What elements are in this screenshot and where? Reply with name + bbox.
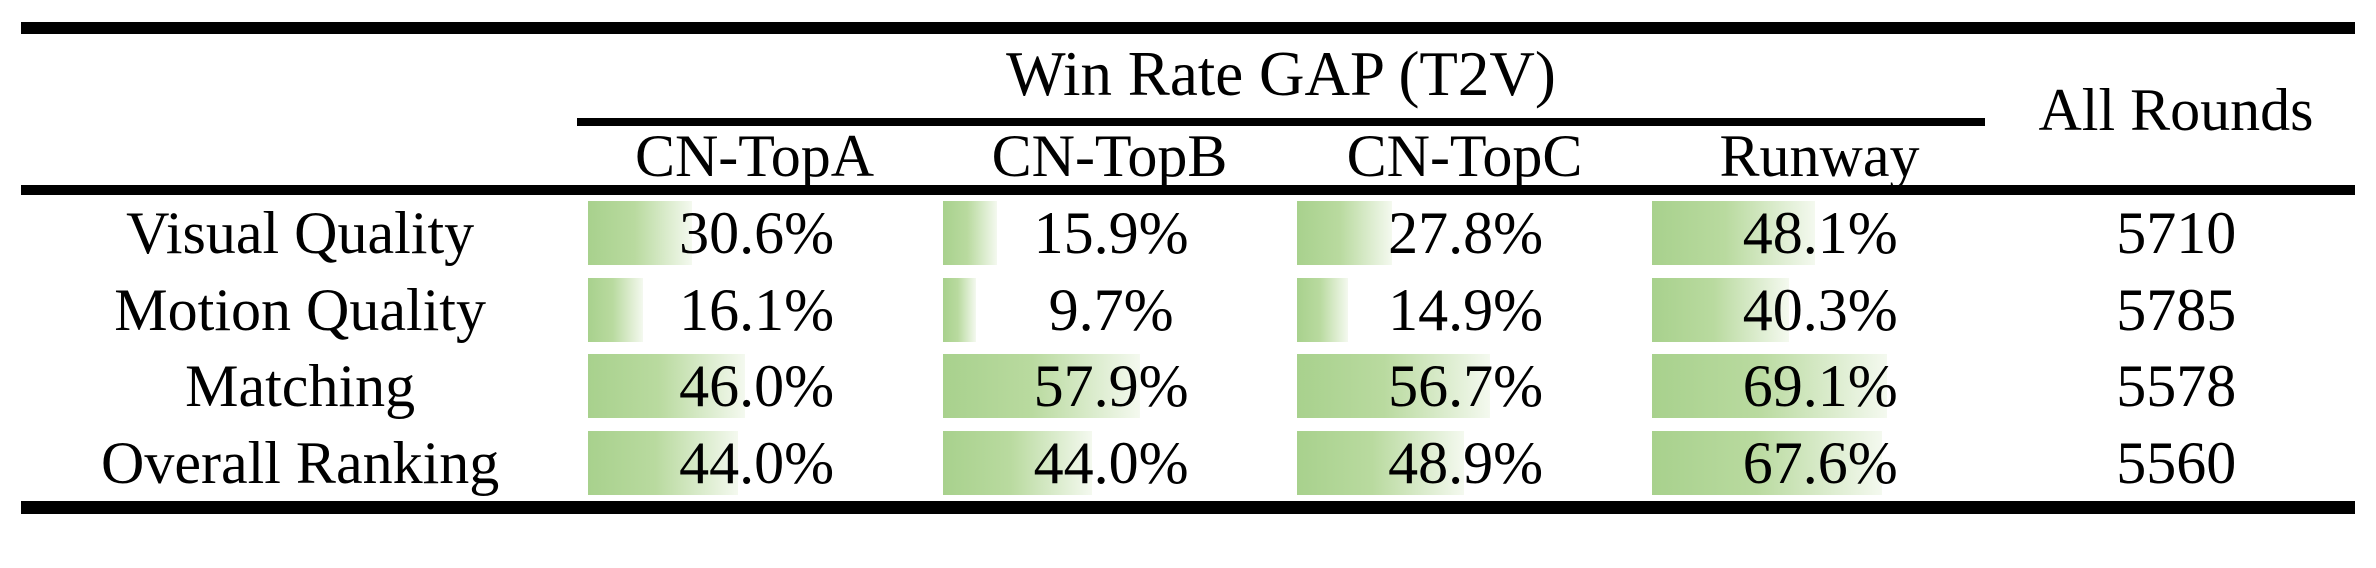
table-row: Motion Quality 16.1% 9.7% 14.9% 40.3% 57… — [21, 272, 2355, 349]
win-rate-cell: 46.0% — [579, 348, 934, 425]
column-header-cn-topa: CN-TopA — [634, 122, 875, 189]
table-header: Win Rate GAP (T2V) CN-TopA CN-TopB CN-TopC… — [21, 34, 2355, 189]
win-rate-cell: 56.7% — [1288, 348, 1643, 425]
table-top-rule — [21, 22, 2355, 34]
win-rate-cell: 40.3% — [1643, 272, 1998, 349]
win-rate-value: 48.9% — [1388, 429, 1544, 496]
win-rate-cell: 48.9% — [1288, 425, 1643, 502]
win-rate-value: 46.0% — [679, 353, 835, 420]
win-rate-value: 16.1% — [679, 276, 835, 343]
all-rounds-value: 5578 — [2116, 353, 2237, 420]
win-rate-value: 27.8% — [1388, 200, 1544, 267]
win-rate-cell: 14.9% — [1288, 272, 1643, 349]
win-rate-value: 14.9% — [1388, 276, 1544, 343]
header-body-divider-rule — [21, 185, 2355, 195]
win-rate-data-bar — [1651, 354, 1887, 419]
win-rate-value: 44.0% — [679, 429, 835, 496]
column-header-cn-topb: CN-TopB — [991, 122, 1228, 189]
win-rate-data-bar — [1651, 277, 1789, 342]
win-rate-value: 30.6% — [679, 200, 835, 267]
all-rounds-value: 5560 — [2116, 429, 2237, 496]
win-rate-data-bar — [1297, 277, 1349, 342]
table-row: Matching 46.0% 57.9% 56.7% 69.1% 5578 — [21, 348, 2355, 425]
column-header-row: CN-TopA CN-TopB CN-TopC Runway — [577, 122, 1997, 189]
table-title: Win Rate GAP (T2V) — [1006, 38, 1556, 109]
group-header-underline — [577, 118, 1985, 126]
column-header-cn-topc: CN-TopC — [1346, 122, 1583, 189]
win-rate-value: 48.1% — [1742, 200, 1898, 267]
win-rate-data-bar — [1297, 354, 1491, 419]
win-rate-value: 9.7% — [1048, 276, 1174, 343]
win-rate-value: 57.9% — [1033, 353, 1189, 420]
win-rate-cell: 57.9% — [934, 348, 1289, 425]
win-rate-data-bar — [1297, 201, 1392, 266]
win-rate-data-bar — [1297, 430, 1464, 495]
group-header-row: Win Rate GAP (T2V) — [577, 34, 1985, 114]
win-rate-value: 40.3% — [1742, 276, 1898, 343]
all-rounds-header: All Rounds — [2038, 76, 2314, 143]
win-rate-value: 44.0% — [1033, 429, 1189, 496]
win-rate-cell: 67.6% — [1643, 425, 1998, 502]
win-rate-value: 56.7% — [1388, 353, 1544, 420]
win-rate-cell: 9.7% — [934, 272, 1289, 349]
all-rounds-value: 5710 — [2116, 200, 2237, 267]
table-bottom-rule — [21, 501, 2355, 514]
win-rate-cell: 30.6% — [579, 195, 934, 272]
win-rate-data-bar — [588, 277, 643, 342]
win-rate-value: 69.1% — [1742, 353, 1898, 420]
win-rate-cell: 44.0% — [934, 425, 1289, 502]
row-label: Visual Quality — [126, 200, 475, 267]
column-header-runway: Runway — [1719, 122, 1920, 189]
win-rate-data-bar — [588, 354, 745, 419]
win-rate-data-bar — [1651, 430, 1882, 495]
win-rate-cell: 16.1% — [579, 272, 934, 349]
row-label: Motion Quality — [114, 276, 486, 343]
win-rate-data-bar — [942, 277, 976, 342]
row-label: Matching — [185, 353, 416, 420]
win-rate-data-bar — [588, 430, 738, 495]
win-rate-data-bar — [942, 354, 1140, 419]
table-body: Visual Quality 30.6% 15.9% 27.8% 48.1% 5… — [21, 195, 2355, 501]
win-rate-cell: 15.9% — [934, 195, 1289, 272]
win-rate-cell: 27.8% — [1288, 195, 1643, 272]
win-rate-cell: 44.0% — [579, 425, 934, 502]
win-rate-data-bar — [588, 201, 693, 266]
win-rate-value: 67.6% — [1742, 429, 1898, 496]
win-rate-data-bar — [1651, 201, 1816, 266]
win-rate-cell: 69.1% — [1643, 348, 1998, 425]
win-rate-data-bar — [942, 201, 997, 266]
win-rate-data-bar — [942, 430, 1093, 495]
win-rate-value: 15.9% — [1033, 200, 1189, 267]
win-rate-gap-table: Win Rate GAP (T2V) CN-TopA CN-TopB CN-TopC… — [21, 22, 2355, 514]
row-label: Overall Ranking — [101, 429, 500, 496]
table-row: Visual Quality 30.6% 15.9% 27.8% 48.1% 5… — [21, 195, 2355, 272]
win-rate-cell: 48.1% — [1643, 195, 1998, 272]
table-row: Overall Ranking 44.0% 44.0% 48.9% 67.6% … — [21, 425, 2355, 502]
all-rounds-value: 5785 — [2116, 276, 2237, 343]
